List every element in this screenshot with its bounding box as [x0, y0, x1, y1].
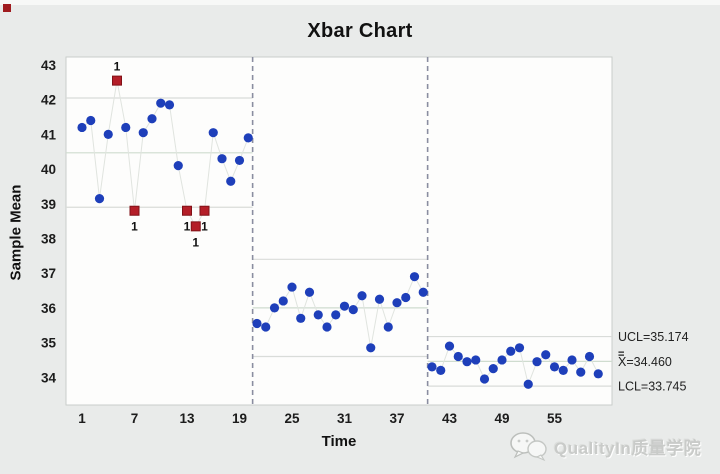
data-point [287, 282, 297, 292]
x-axis-label: Time [321, 433, 357, 450]
y-tick-label: 38 [41, 232, 57, 247]
data-point [401, 292, 411, 303]
top-strip [0, 0, 720, 5]
annotation-lcl: LCL=33.745 [618, 380, 687, 394]
x-tick-label: 31 [337, 411, 353, 426]
flag-label: 1 [192, 235, 199, 249]
data-point [366, 343, 376, 353]
y-tick-label: 40 [41, 162, 56, 177]
data-point [331, 310, 341, 320]
data-point [558, 365, 568, 375]
x-tick-label: 19 [232, 411, 247, 426]
wechat-icon [510, 432, 547, 462]
flag-label: 1 [201, 220, 208, 234]
data-point [471, 355, 481, 365]
data-point [444, 341, 455, 351]
data-point [208, 128, 218, 138]
out-of-control-point [182, 205, 192, 216]
data-point [147, 114, 157, 124]
y-tick-label: 34 [41, 370, 57, 385]
y-tick-label: 41 [41, 127, 57, 142]
data-point [156, 98, 166, 108]
x-tick-label: 55 [547, 411, 563, 426]
data-point [77, 122, 87, 133]
data-point [304, 287, 315, 297]
data-point [427, 362, 437, 372]
out-of-control-point [129, 205, 140, 216]
flag-label: 1 [114, 60, 121, 74]
data-point [164, 100, 175, 110]
data-point [453, 351, 463, 362]
data-point [576, 367, 586, 377]
data-point [313, 310, 323, 320]
data-point [138, 128, 148, 138]
data-point [348, 305, 358, 315]
data-point [514, 343, 525, 353]
watermark-text: QualityIn质量学院 [554, 438, 702, 458]
x-tick-label: 7 [131, 411, 139, 426]
data-point [278, 296, 288, 306]
x-tick-label: 13 [179, 411, 195, 426]
annotation-xbar-double-bar: = [618, 348, 624, 360]
data-point [261, 322, 271, 332]
data-point [567, 355, 577, 365]
x-tick-label: 43 [442, 411, 458, 426]
y-tick-label: 39 [41, 197, 56, 212]
data-point [392, 298, 402, 308]
data-point [541, 350, 551, 360]
data-point [243, 133, 253, 143]
data-point [462, 357, 472, 367]
x-tick-label: 37 [389, 411, 404, 426]
data-point [103, 129, 113, 139]
annotation-ucl: UCL=35.174 [618, 330, 689, 344]
data-point [322, 322, 332, 332]
data-point [383, 322, 393, 332]
artifact-red-square [3, 4, 11, 12]
data-point [593, 369, 603, 379]
watermark: QualityIn质量学院 [508, 428, 701, 464]
data-point [523, 379, 533, 389]
y-tick-label: 37 [41, 266, 56, 281]
x-tick-label: 1 [78, 411, 86, 426]
data-point [584, 351, 595, 362]
data-point [497, 355, 507, 365]
y-tick-label: 35 [41, 336, 57, 351]
y-tick-label: 42 [41, 93, 56, 108]
out-of-control-point [199, 205, 210, 216]
data-point [374, 294, 385, 304]
flag-label: 1 [184, 220, 191, 234]
data-point [506, 346, 516, 356]
data-point [94, 193, 105, 204]
data-point [418, 287, 428, 297]
data-point [252, 318, 262, 329]
x-tick-label: 49 [494, 411, 509, 426]
plot-area [65, 56, 613, 406]
data-point [234, 155, 245, 166]
out-of-control-point [190, 221, 201, 232]
data-point [488, 364, 498, 374]
data-point [296, 313, 306, 323]
y-tick-label: 43 [41, 58, 57, 73]
out-of-control-point [112, 75, 122, 86]
data-point [549, 362, 560, 372]
data-point [217, 154, 227, 164]
data-point [173, 161, 183, 171]
data-point [479, 374, 490, 384]
flag-label: 1 [131, 220, 138, 234]
data-point [86, 115, 96, 126]
data-point [269, 303, 280, 313]
annotation-xbar: X=34.460 [618, 355, 672, 369]
y-tick-label: 36 [41, 301, 57, 316]
data-point [121, 122, 131, 133]
data-point [409, 272, 420, 282]
data-point [226, 176, 236, 186]
data-point [436, 365, 446, 375]
data-point [357, 291, 367, 301]
x-tick-label: 25 [284, 411, 300, 426]
data-point [339, 301, 350, 311]
chart-title: Xbar Chart [307, 20, 413, 42]
data-point [532, 357, 542, 367]
